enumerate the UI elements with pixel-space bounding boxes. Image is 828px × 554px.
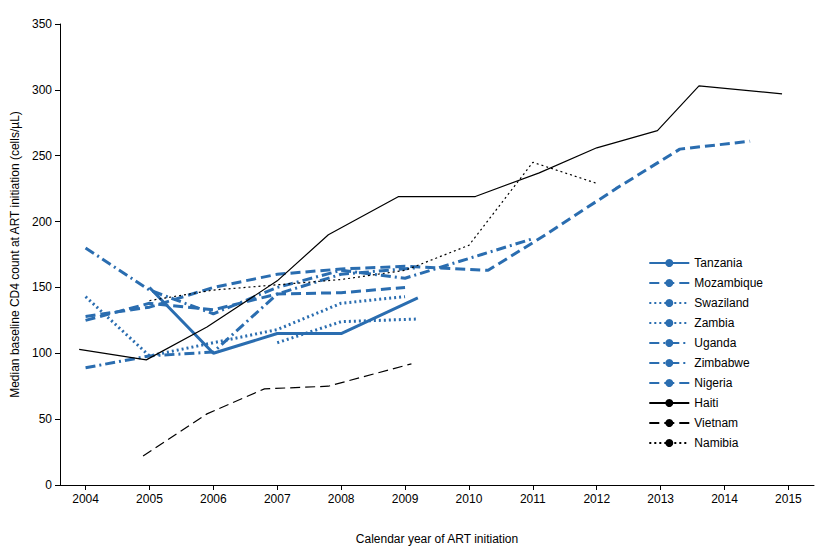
- svg-text:2012: 2012: [583, 492, 610, 506]
- svg-text:0: 0: [45, 478, 52, 492]
- svg-text:Haiti: Haiti: [694, 396, 718, 410]
- svg-text:300: 300: [32, 83, 52, 97]
- svg-text:Tanzania: Tanzania: [694, 256, 742, 270]
- svg-text:250: 250: [32, 149, 52, 163]
- svg-text:50: 50: [39, 412, 53, 426]
- svg-text:2014: 2014: [711, 492, 738, 506]
- svg-text:2005: 2005: [136, 492, 163, 506]
- svg-text:2013: 2013: [647, 492, 674, 506]
- svg-text:2007: 2007: [264, 492, 291, 506]
- svg-text:Nigeria: Nigeria: [694, 376, 732, 390]
- svg-text:200: 200: [32, 215, 52, 229]
- svg-text:Zambia: Zambia: [694, 316, 734, 330]
- svg-text:2011: 2011: [520, 492, 546, 506]
- svg-text:2010: 2010: [456, 492, 483, 506]
- svg-text:Vietnam: Vietnam: [694, 416, 738, 430]
- svg-text:350: 350: [32, 17, 52, 31]
- svg-text:100: 100: [32, 346, 52, 360]
- svg-text:2006: 2006: [200, 492, 227, 506]
- svg-text:Mozambique: Mozambique: [694, 276, 763, 290]
- svg-text:2004: 2004: [72, 492, 99, 506]
- svg-text:Uganda: Uganda: [694, 336, 736, 350]
- svg-text:2015: 2015: [775, 492, 802, 506]
- svg-text:Namibia: Namibia: [694, 436, 738, 450]
- svg-text:150: 150: [32, 280, 52, 294]
- svg-text:Median baseline CD4 count at A: Median baseline CD4 count at ART initiat…: [8, 111, 22, 398]
- svg-text:2009: 2009: [392, 492, 419, 506]
- svg-text:Zimbabwe: Zimbabwe: [694, 356, 750, 370]
- svg-text:Swaziland: Swaziland: [694, 296, 749, 310]
- svg-text:2008: 2008: [328, 492, 355, 506]
- svg-text:Calendar year of ART initiatio: Calendar year of ART initiation: [356, 532, 518, 546]
